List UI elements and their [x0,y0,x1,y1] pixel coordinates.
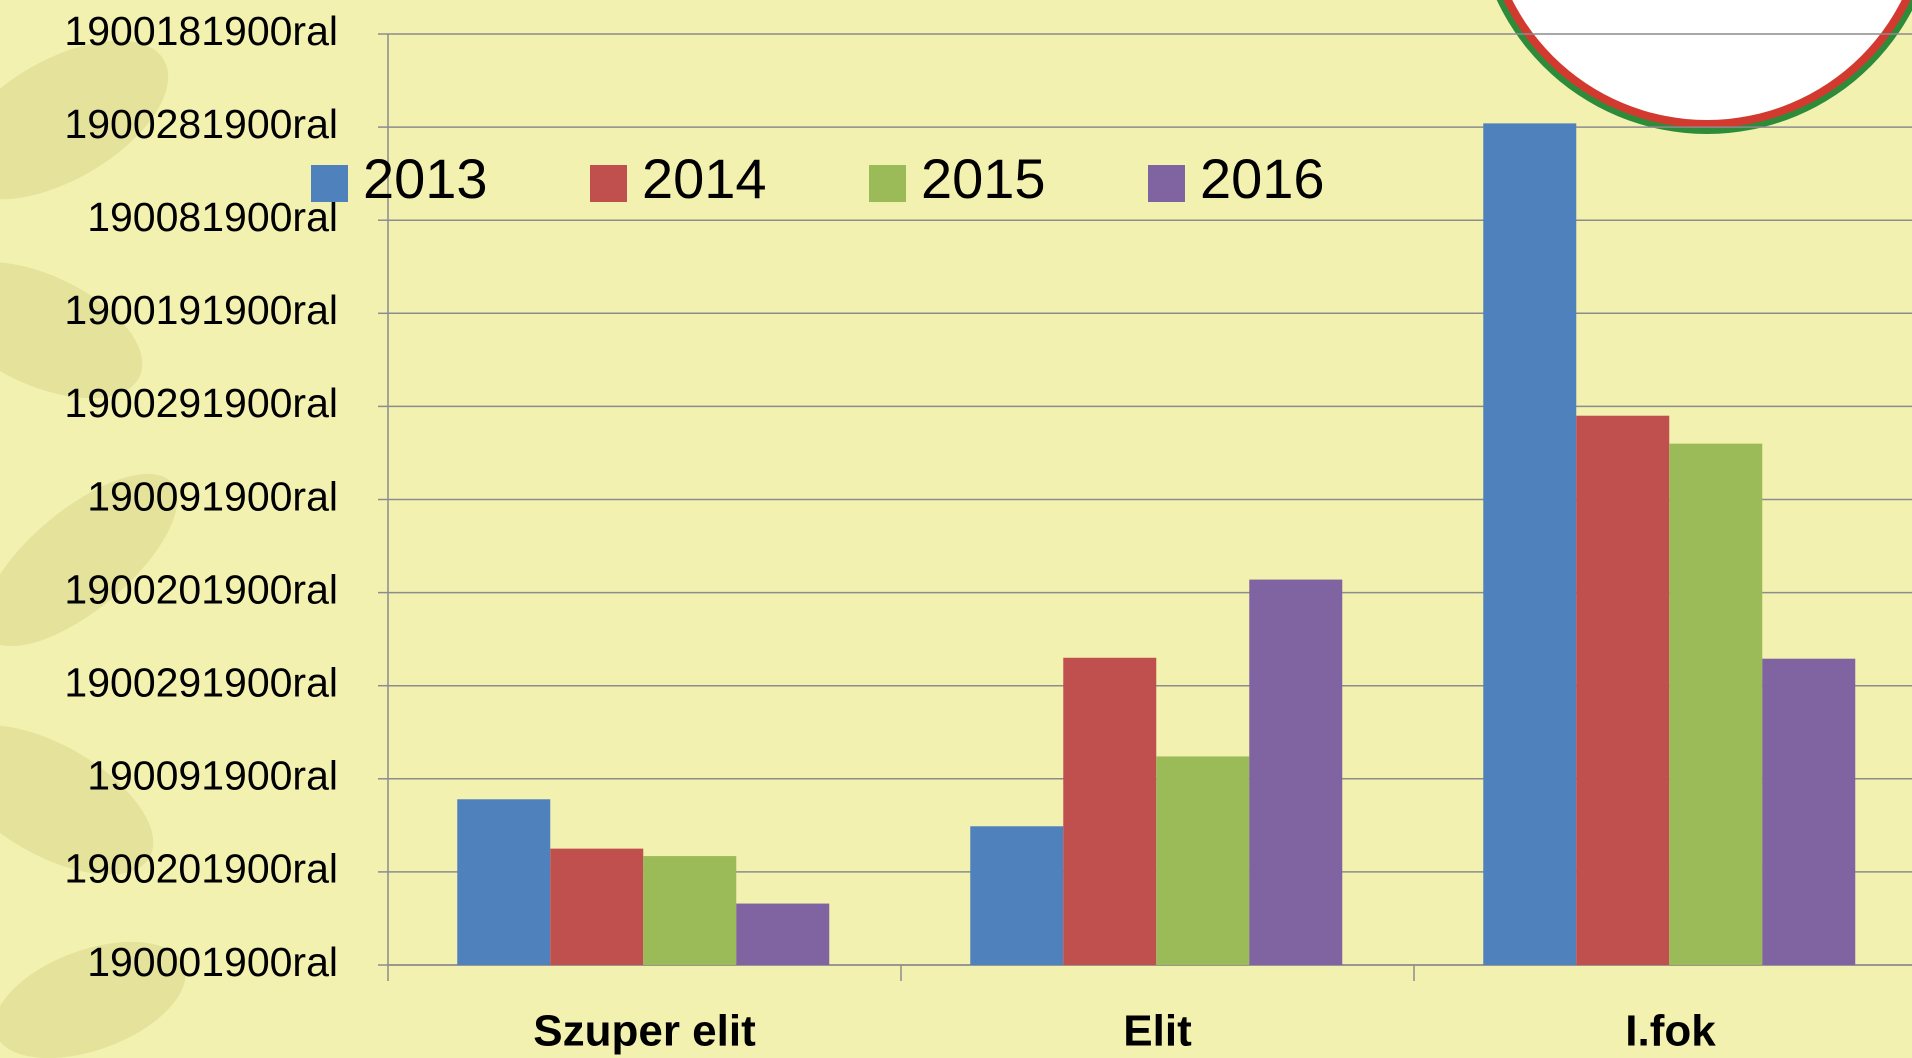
y-tick-label: 190081900ral [87,194,338,240]
bar [1156,756,1250,965]
y-tick-label: 1900291900ral [64,660,338,706]
legend-swatch [869,165,906,202]
bar [1249,579,1343,965]
bar [1576,415,1670,966]
legend-label: 2015 [921,147,1046,210]
y-tick-label: 1900191900ral [64,287,338,333]
legend-label: 2014 [642,147,767,210]
legend-label: 2016 [1200,147,1325,210]
bar [643,856,737,965]
bar [1669,443,1763,965]
y-tick-label: 190001900ral [87,939,338,985]
bar [1762,658,1856,965]
bar [970,826,1064,965]
x-tick-label: Elit [1123,1007,1192,1056]
leaf-decoration [0,40,186,1058]
x-tick-label: Szuper elit [533,1007,756,1056]
legend-label: 2013 [363,147,488,210]
bar [1063,657,1157,965]
legend-swatch [590,165,627,202]
bar [736,903,830,965]
y-tick-label: 1900201900ral [64,566,338,612]
legend-swatch [1148,165,1185,202]
y-tick-label: 1900181900ral [64,8,338,54]
legend-swatch [311,165,348,202]
plot: 190001900ral 1900201900ral 190091900ral 190… [64,8,1912,1056]
y-tick-label: 1900281900ral [64,101,338,147]
bar [550,848,644,965]
y-tick-label: 1900201900ral [64,846,338,892]
bar [1483,123,1577,966]
bar [457,799,551,965]
x-tick-label: I.fok [1625,1007,1716,1056]
y-tick-label: 190091900ral [87,753,338,799]
y-tick-label: 1900291900ral [64,380,338,426]
y-tick-label: 190091900ral [87,473,338,519]
